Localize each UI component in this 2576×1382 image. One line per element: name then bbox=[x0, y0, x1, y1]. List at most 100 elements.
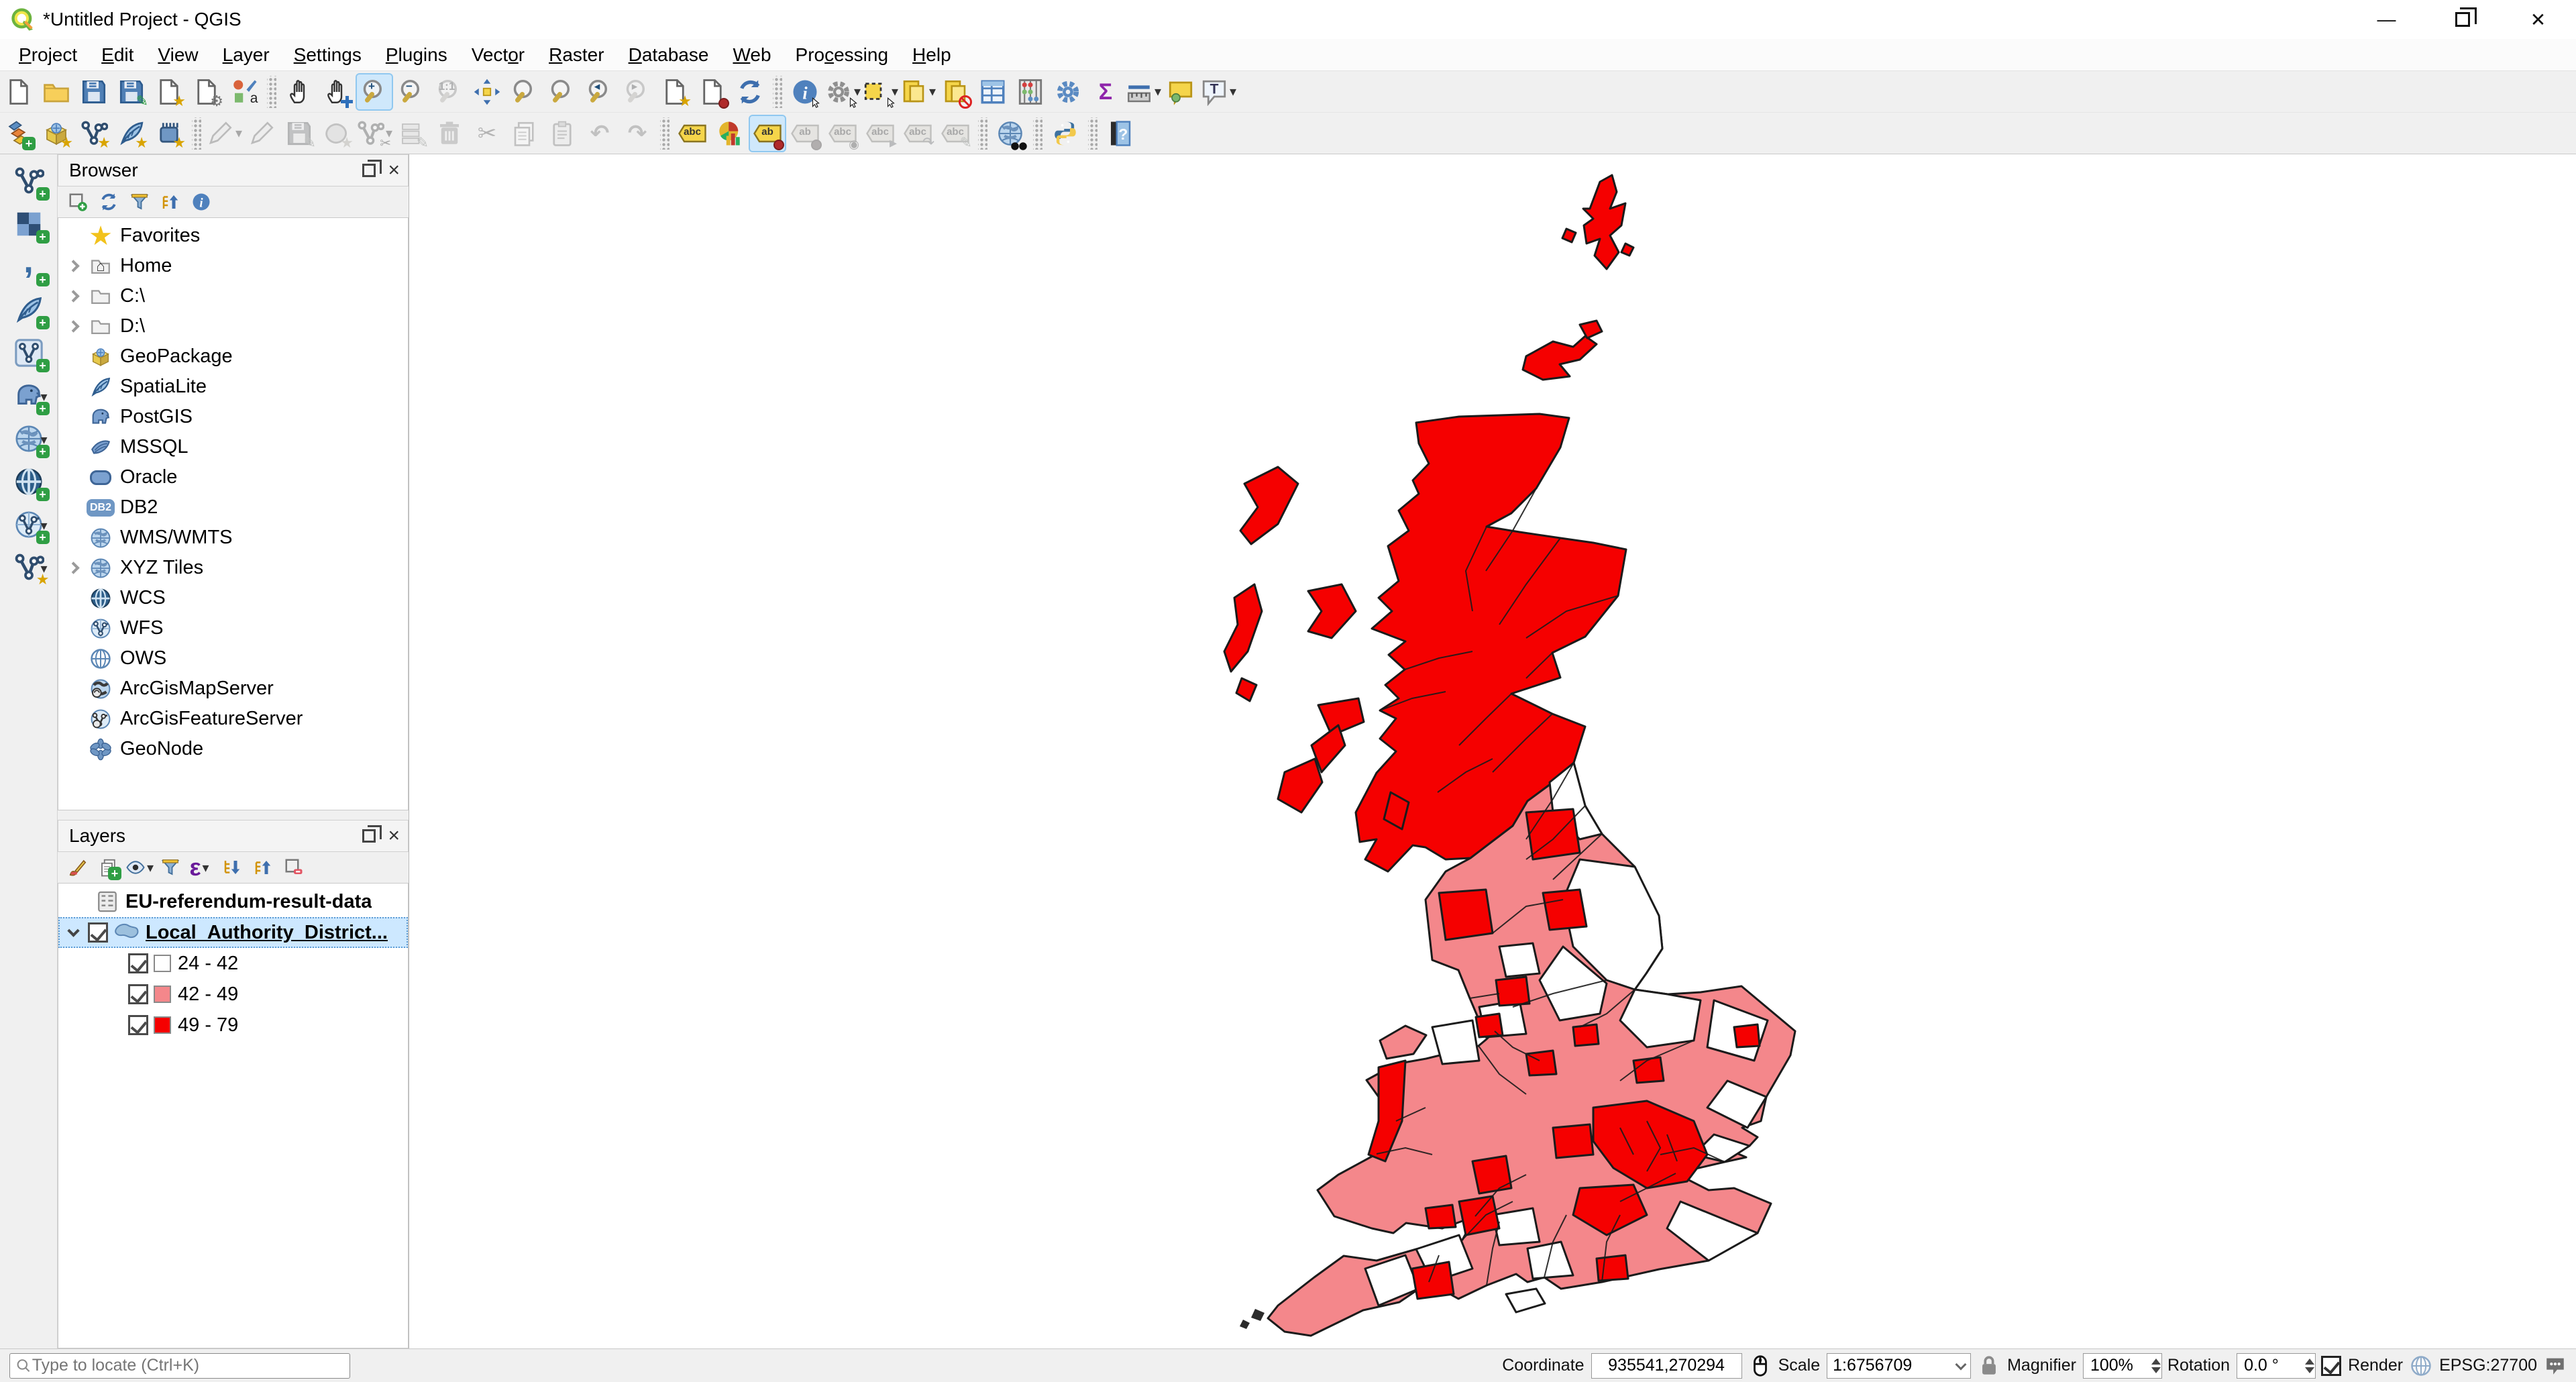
filter-legend-by-expression-button[interactable]: ε ▾ bbox=[189, 853, 209, 881]
python-console-button[interactable] bbox=[1048, 116, 1083, 151]
layer-diagram-options-button[interactable] bbox=[712, 116, 747, 151]
open-project-button[interactable] bbox=[39, 74, 74, 109]
add-selected-layers-button[interactable] bbox=[64, 189, 91, 215]
add-mesh-layer-button[interactable]: + bbox=[7, 333, 50, 373]
collapse-all-layers-button[interactable] bbox=[250, 854, 276, 881]
cut-features-button[interactable]: ✂ bbox=[470, 116, 504, 151]
rotation-spinner[interactable] bbox=[2305, 1358, 2315, 1373]
browser-item-geopackage[interactable]: GeoPackage bbox=[58, 341, 408, 372]
map-tips-button[interactable] bbox=[1163, 74, 1198, 109]
close-button[interactable]: ✕ bbox=[2530, 9, 2546, 30]
add-vector-layer-button[interactable]: + bbox=[7, 161, 50, 201]
menu-web[interactable]: Web bbox=[733, 44, 771, 65]
browser-item-ows[interactable]: OWS bbox=[58, 643, 408, 674]
measure-line-button[interactable]: ▾ bbox=[1126, 74, 1161, 109]
save-layer-edits-button[interactable]: ✎ bbox=[282, 116, 317, 151]
dock-splitter[interactable] bbox=[58, 810, 409, 820]
messages-icon[interactable] bbox=[2544, 1354, 2567, 1377]
add-wcs-layer-button[interactable]: + bbox=[7, 462, 50, 502]
toggle-editing-button[interactable] bbox=[244, 116, 279, 151]
current-edits-button[interactable]: ▾ bbox=[207, 116, 242, 151]
zoom-last-button[interactable]: ◂ bbox=[582, 74, 617, 109]
copy-features-button[interactable] bbox=[507, 116, 542, 151]
zoom-in-button[interactable]: + bbox=[356, 72, 393, 111]
new-spatialite-layer-button[interactable]: ★ bbox=[114, 116, 149, 151]
scale-combobox[interactable]: 1:6756709 bbox=[1827, 1352, 1972, 1379]
add-raster-layer-button[interactable]: + bbox=[7, 204, 50, 244]
layers-close-button[interactable]: × bbox=[388, 825, 400, 847]
expand-chevron[interactable] bbox=[58, 260, 88, 272]
new-spatial-bookmark-button[interactable]: ★ bbox=[657, 74, 692, 109]
browser-item-home[interactable]: ⌂ Home bbox=[58, 251, 408, 281]
delete-selected-button[interactable] bbox=[432, 116, 467, 151]
select-features-button[interactable]: ▾ bbox=[863, 74, 898, 109]
menu-layer[interactable]: Layer bbox=[222, 44, 270, 65]
enable-properties-widget-button[interactable] bbox=[188, 189, 215, 215]
layer-item-vector[interactable]: Local_Authority_District... bbox=[58, 917, 408, 948]
refresh-map-button[interactable] bbox=[733, 74, 767, 109]
legend-class-row[interactable]: 24 - 42 bbox=[58, 948, 408, 979]
browser-close-button[interactable]: × bbox=[388, 159, 400, 181]
expand-all-button[interactable] bbox=[219, 854, 246, 881]
zoom-to-layer-button[interactable] bbox=[545, 74, 580, 109]
browser-item-postgis[interactable]: PostGIS bbox=[58, 402, 408, 432]
zoom-full-button[interactable] bbox=[470, 74, 504, 109]
highlight-pinned-labels-button[interactable]: ab bbox=[749, 114, 786, 152]
locator-bar[interactable] bbox=[9, 1352, 350, 1379]
identify-features-button[interactable] bbox=[788, 74, 822, 109]
new-geopackage-layer-button[interactable]: ★ bbox=[39, 116, 74, 151]
menu-raster[interactable]: Raster bbox=[549, 44, 604, 65]
browser-item-xyz-tiles[interactable]: XYZ Tiles bbox=[58, 553, 408, 583]
menu-database[interactable]: Database bbox=[628, 44, 709, 65]
collapse-all-button[interactable] bbox=[157, 189, 184, 215]
zoom-out-button[interactable]: − bbox=[394, 74, 429, 109]
filter-legend-button[interactable] bbox=[157, 854, 184, 881]
new-project-button[interactable] bbox=[1, 74, 36, 109]
open-layer-styling-dock-button[interactable] bbox=[64, 854, 91, 881]
add-spatialite-layer-button[interactable]: + bbox=[7, 290, 50, 330]
expand-chevron[interactable] bbox=[58, 320, 88, 333]
lock-scale-icon[interactable] bbox=[1978, 1354, 2000, 1377]
menu-settings[interactable]: Settings bbox=[293, 44, 362, 65]
manage-map-themes-button[interactable]: ▾ bbox=[126, 854, 154, 881]
magnifier-spinner[interactable] bbox=[2151, 1358, 2161, 1373]
layer-visibility-checkbox[interactable] bbox=[88, 922, 108, 943]
menu-processing[interactable]: Processing bbox=[795, 44, 889, 65]
pan-map-button[interactable] bbox=[282, 74, 317, 109]
menu-project[interactable]: Project bbox=[19, 44, 78, 65]
remove-layer-group-button[interactable] bbox=[280, 854, 307, 881]
browser-item-c[interactable]: C:\ bbox=[58, 281, 408, 311]
menu-view[interactable]: View bbox=[158, 44, 199, 65]
add-wfs-layer-button[interactable]: + ▾ bbox=[7, 504, 50, 545]
class-visibility-checkbox[interactable] bbox=[128, 953, 148, 973]
crs-status-button[interactable]: EPSG:27700 bbox=[2439, 1356, 2537, 1375]
select-features-by-value-button[interactable]: ▾ bbox=[900, 74, 936, 109]
restore-button[interactable] bbox=[2424, 0, 2500, 39]
browser-item-arcgisfeatureserver[interactable]: ArcGisFeatureServer bbox=[58, 704, 408, 734]
rotate-label-button[interactable]: abc ↷ bbox=[900, 116, 935, 151]
class-visibility-checkbox[interactable] bbox=[128, 984, 148, 1004]
undo-button[interactable]: ↶ bbox=[582, 116, 617, 151]
browser-float-button[interactable] bbox=[362, 160, 382, 177]
expand-chevron[interactable] bbox=[58, 562, 88, 574]
add-polygon-feature-button[interactable]: ★ bbox=[319, 116, 354, 151]
magnifier-input[interactable] bbox=[2082, 1352, 2162, 1379]
rotation-input[interactable] bbox=[2237, 1352, 2316, 1379]
processing-toolbox-button[interactable] bbox=[1051, 74, 1085, 109]
filter-browser-button[interactable] bbox=[126, 189, 153, 215]
vertex-tool-button[interactable]: ✂ ▾ bbox=[357, 116, 392, 151]
paste-features-button[interactable] bbox=[545, 116, 580, 151]
deselect-all-button[interactable] bbox=[938, 74, 973, 109]
menu-vector[interactable]: Vector bbox=[471, 44, 525, 65]
zoom-next-button[interactable]: ▸ bbox=[620, 74, 655, 109]
minimize-button[interactable]: — bbox=[2377, 9, 2396, 30]
menu-help[interactable]: Help bbox=[912, 44, 951, 65]
text-annotation-button[interactable]: ▾ bbox=[1201, 74, 1236, 109]
layer-item-table[interactable]: EU-referendum-result-data bbox=[58, 886, 408, 917]
locate-input[interactable] bbox=[32, 1356, 344, 1375]
change-label-properties-button[interactable]: abc ✎ bbox=[938, 116, 973, 151]
menu-plugins[interactable]: Plugins bbox=[385, 44, 447, 65]
map-canvas[interactable] bbox=[409, 154, 2576, 1348]
pan-map-to-selection-button[interactable] bbox=[319, 74, 354, 109]
coordinate-input[interactable] bbox=[1591, 1352, 1742, 1379]
